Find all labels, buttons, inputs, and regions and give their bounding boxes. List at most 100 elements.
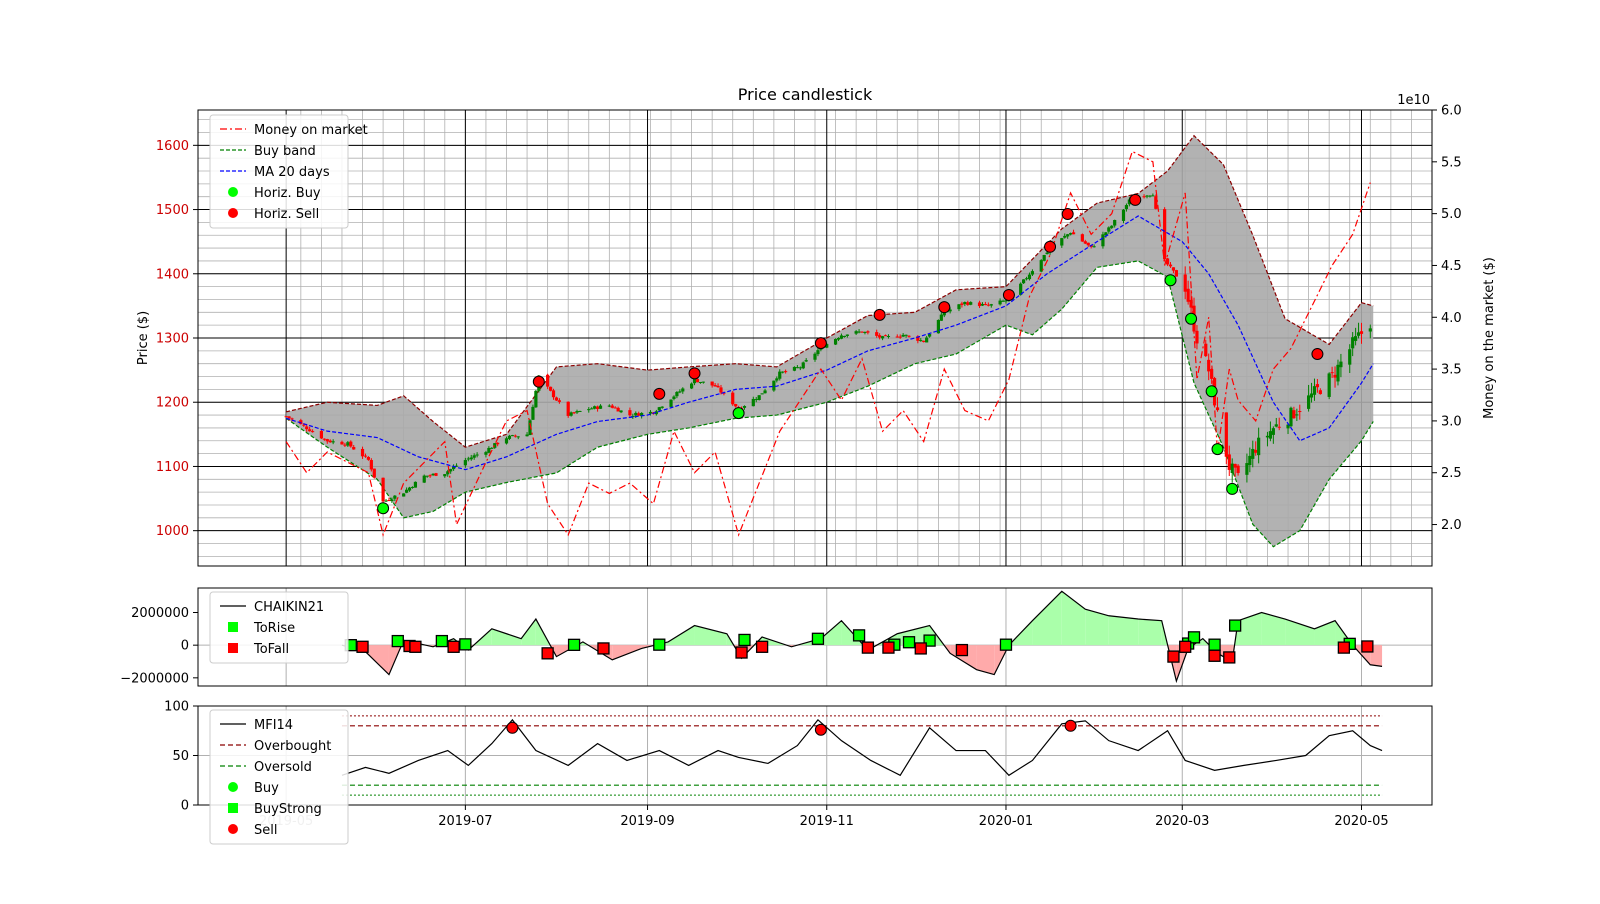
candle-body	[863, 331, 867, 333]
price-legend-label: Buy band	[254, 144, 316, 159]
horiz-sell-marker	[653, 387, 666, 400]
candle-body	[443, 474, 447, 477]
candle-body	[360, 448, 365, 457]
candle-body	[836, 337, 841, 340]
candle-body	[784, 371, 788, 373]
candle-body	[983, 304, 988, 306]
money-tick-label: 3.0	[1441, 414, 1462, 429]
candle-body	[772, 380, 776, 391]
candle-body	[469, 457, 473, 460]
candle-body	[346, 442, 350, 446]
to-fall-marker	[1223, 651, 1236, 664]
candle-body	[681, 388, 685, 392]
candle-body	[507, 435, 512, 439]
candle-body	[454, 465, 459, 467]
candle-body	[1210, 369, 1214, 379]
candle-body	[1063, 235, 1067, 238]
chaikin-positive-fill	[1085, 609, 1109, 646]
candle-body	[572, 412, 576, 414]
candle-body	[719, 387, 723, 393]
candle-body	[883, 335, 888, 337]
money-axis-multiplier: 1e10	[1397, 93, 1430, 108]
legend-swatch	[228, 622, 238, 632]
candle-body	[637, 413, 641, 416]
candle-body	[510, 435, 514, 437]
mfi-tick-label: 50	[172, 749, 189, 764]
candle-body	[381, 477, 385, 502]
candle-body	[490, 447, 494, 449]
candle-body	[1024, 278, 1029, 280]
mfi-tick-label: 100	[164, 700, 189, 715]
candle-body	[1092, 246, 1096, 248]
to-fall-marker	[1167, 650, 1180, 663]
candle-body	[690, 383, 694, 389]
candle-body	[578, 410, 582, 412]
candle-body	[742, 405, 747, 408]
to-fall-marker	[955, 643, 969, 657]
chaikin-positive-fill	[491, 628, 522, 646]
x-tick-label: 2020-05	[1334, 814, 1388, 829]
money-on-market-line	[285, 150, 1371, 537]
money-tick-label: 5.0	[1441, 207, 1462, 222]
chaikin-axes-frame	[197, 587, 1433, 687]
candle-body	[795, 367, 799, 369]
price-legend-box	[209, 114, 349, 229]
candle-body	[1215, 407, 1220, 411]
horiz-sell-marker	[1002, 288, 1015, 301]
candle-body	[1104, 232, 1108, 236]
chaikin-tick-label: 2000000	[131, 606, 189, 621]
chaikin-negative-fill	[976, 645, 995, 675]
candle-body	[446, 471, 450, 475]
price-tick-label: 1400	[156, 267, 189, 282]
chaikin-positive-fill	[1061, 591, 1086, 646]
candle-body	[966, 302, 970, 305]
candle-body	[833, 338, 838, 345]
horiz-sell-marker	[1061, 208, 1074, 221]
legend-swatch	[228, 643, 238, 653]
candle-body	[449, 469, 453, 472]
to-fall-marker	[882, 641, 895, 654]
candle-body	[669, 399, 673, 407]
candle-body	[657, 407, 661, 411]
candle-body	[1204, 343, 1208, 357]
candle-body	[616, 407, 620, 412]
horiz-buy-marker	[732, 407, 745, 420]
candle-body	[1039, 260, 1043, 272]
candle-body	[1233, 463, 1237, 468]
candle-body	[387, 500, 391, 502]
candle-body	[1289, 407, 1293, 427]
candle-body	[936, 319, 940, 334]
candle-body	[731, 392, 735, 405]
candle-body	[496, 442, 500, 445]
x-tick-label: 2020-03	[1155, 814, 1209, 829]
candle-body	[675, 392, 679, 397]
candle-body	[302, 424, 306, 426]
candle-body	[839, 335, 844, 339]
candle-body	[331, 441, 335, 443]
horiz-buy-marker	[1185, 312, 1198, 325]
candle-body	[372, 468, 376, 478]
mfi-line	[341, 718, 1383, 777]
to-fall-marker	[1179, 640, 1192, 653]
candle-body	[692, 378, 697, 384]
legend-swatch	[228, 187, 238, 197]
candle-body	[957, 304, 961, 310]
candle-body	[1257, 437, 1261, 456]
candle-body	[804, 360, 808, 362]
candle-body	[942, 312, 946, 316]
candle-body	[678, 391, 682, 393]
chaikin-positive-fill	[1032, 591, 1062, 646]
candle-body	[628, 410, 632, 416]
candle-body	[516, 436, 520, 438]
price-axis-label: Price ($)	[136, 311, 151, 365]
candle-body	[513, 435, 517, 437]
candle-body	[1195, 330, 1199, 344]
candle-body	[963, 301, 967, 305]
horiz-buy-marker	[377, 502, 390, 515]
candle-body	[1277, 426, 1281, 428]
candle-body	[308, 429, 312, 432]
candle-body	[466, 458, 470, 460]
candle-body	[1069, 233, 1073, 235]
candle-body	[1086, 242, 1090, 246]
candle-body	[1019, 283, 1023, 295]
